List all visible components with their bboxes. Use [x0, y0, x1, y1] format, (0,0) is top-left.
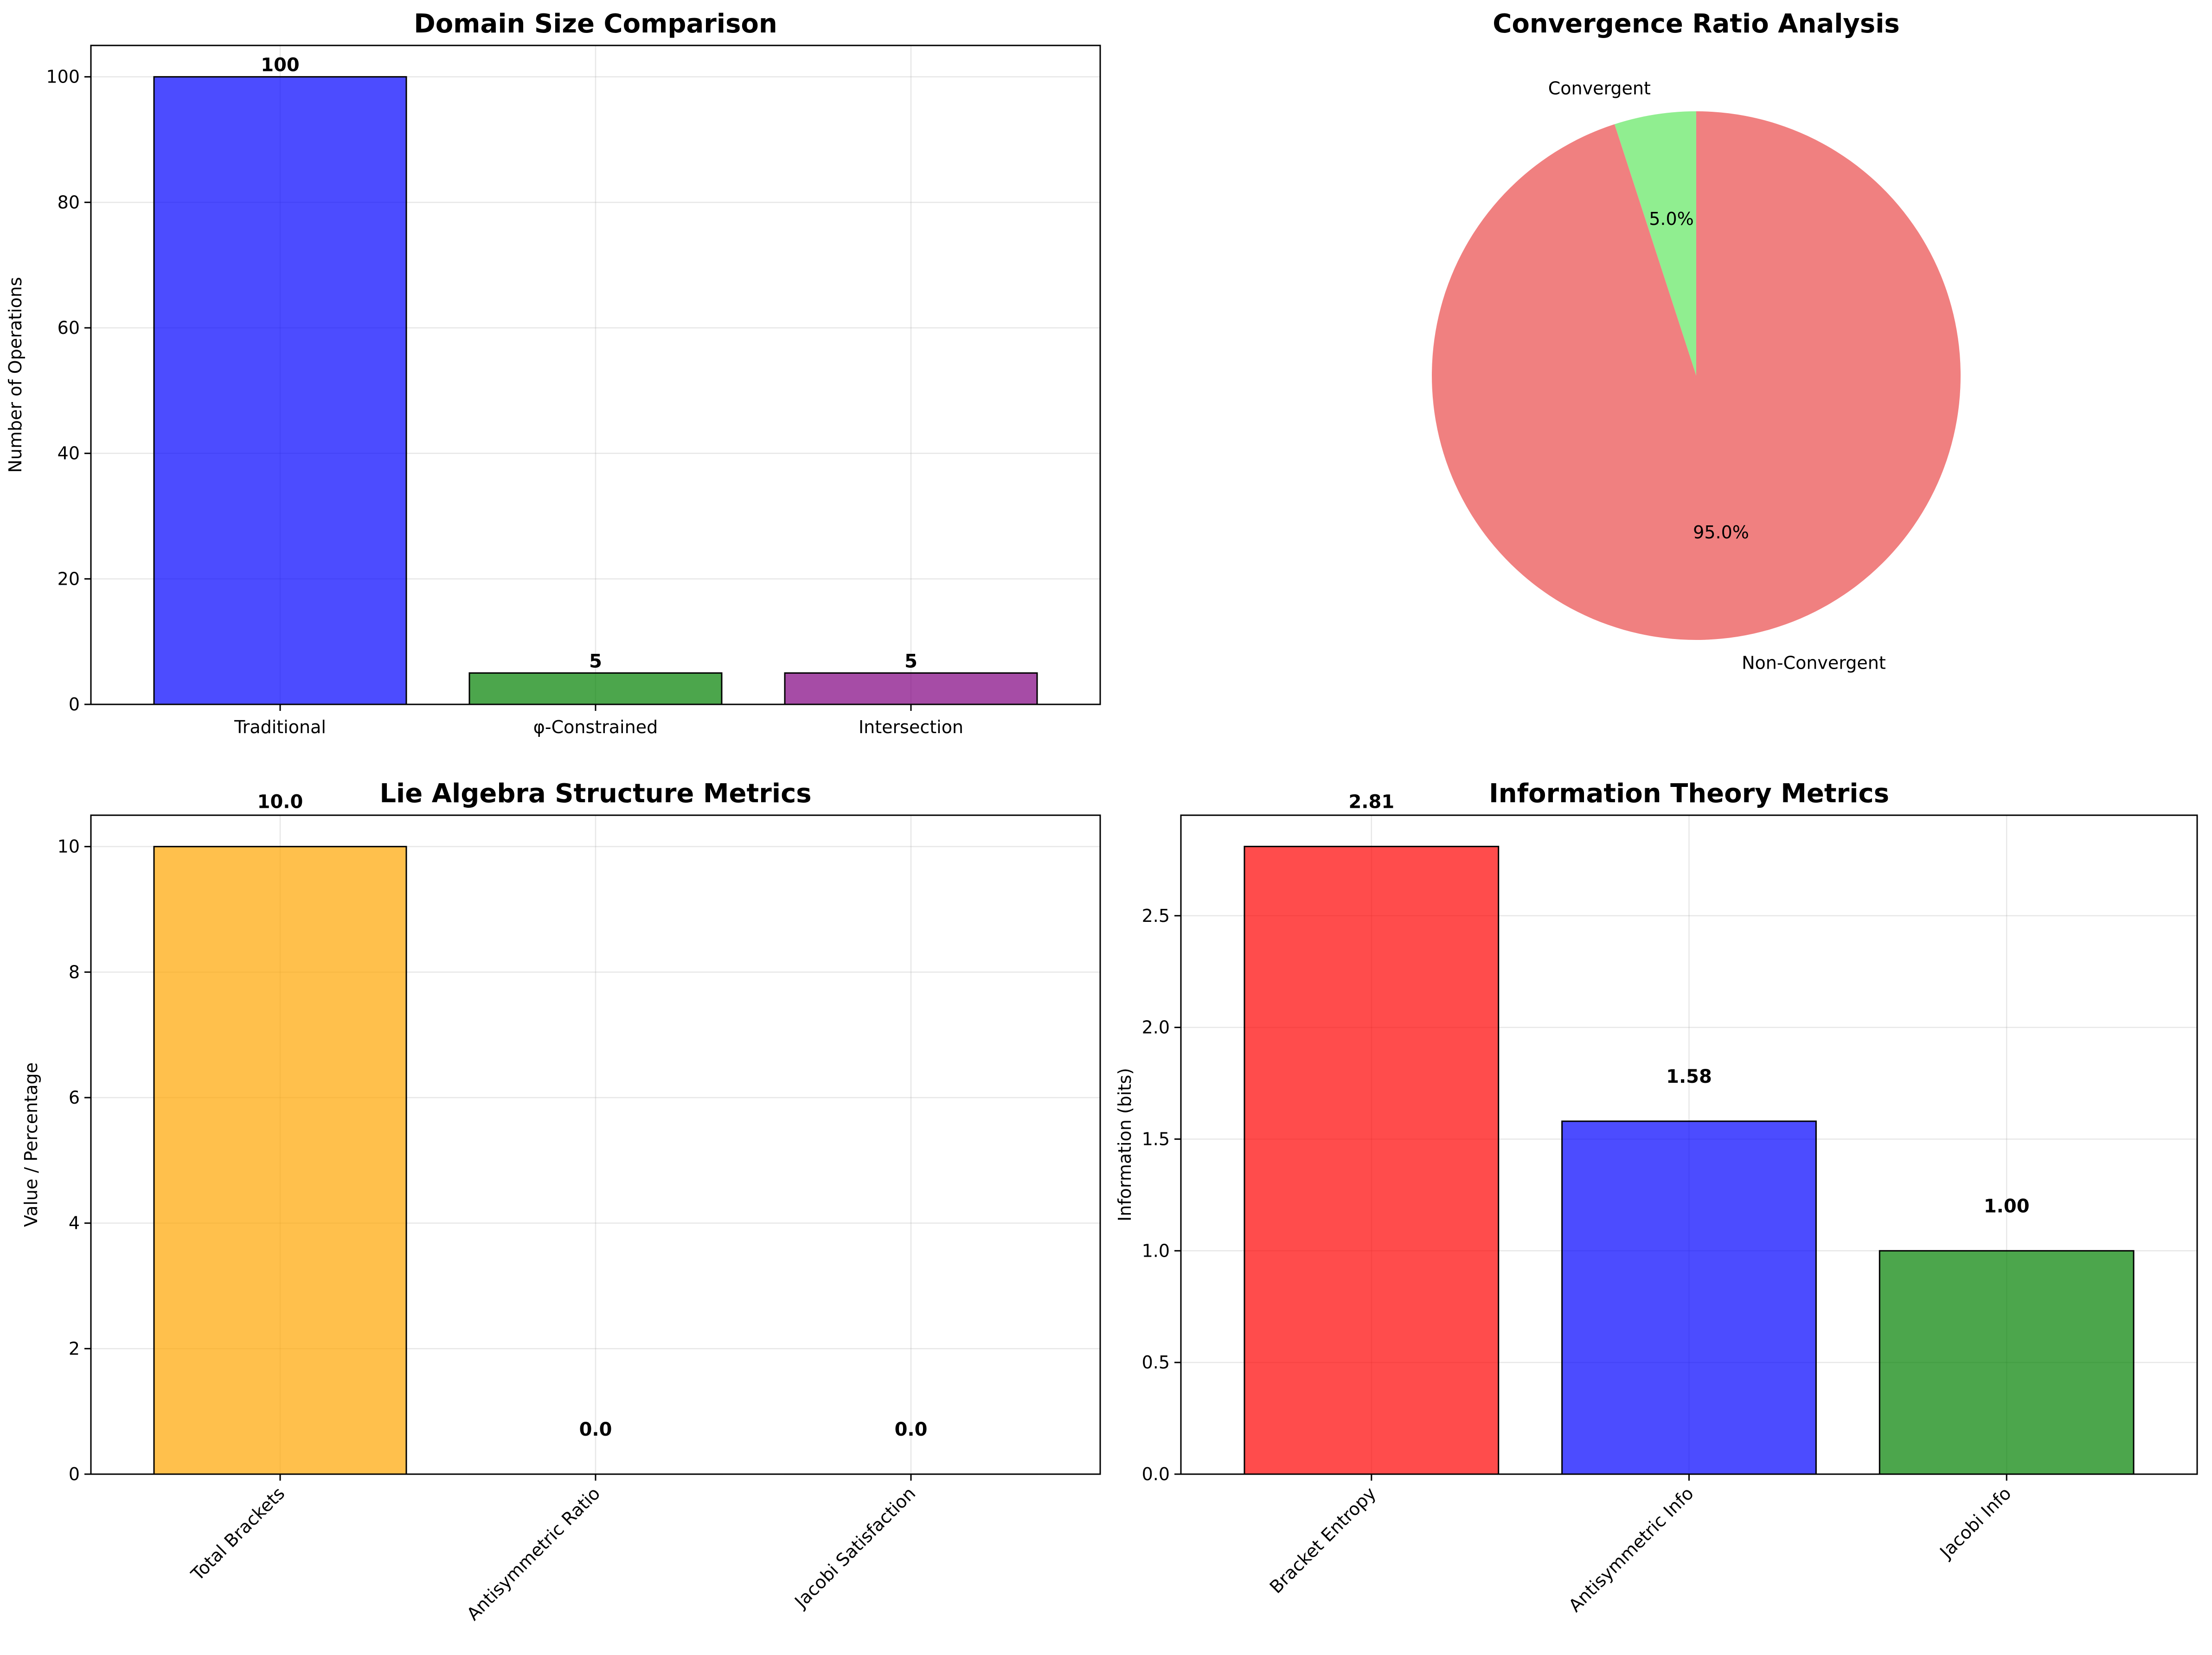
chart4-value-label-antisymmetric-info: 1.58	[1666, 1066, 1712, 1087]
chart4-title: Information Theory Metrics	[1489, 779, 1889, 809]
chart3-xtick-label-jacobi-satisfaction: Jacobi Satisfaction	[790, 1483, 919, 1612]
chart2-slice-pct-non-convergent: 95.0%	[1693, 522, 1749, 543]
chart2-slice-non-convergent	[1431, 111, 1961, 640]
chart1-bar-constrained	[468, 672, 723, 705]
chart1-ytick-label-5: 100	[46, 67, 80, 87]
chart4-xtick-label-bracket-entropy: Bracket Entropy	[1266, 1483, 1380, 1597]
chart3-ytick-label-3: 6	[69, 1087, 80, 1108]
chart4-ytick-label-5: 2.5	[1142, 906, 1170, 926]
chart3-title: Lie Algebra Structure Metrics	[379, 779, 811, 809]
chart3-xtick-label-antisymmetric-ratio: Antisymmetric Ratio	[463, 1483, 604, 1624]
chart1-value-label-traditional: 100	[261, 55, 300, 76]
chart3-ytick-label-5: 10	[58, 837, 80, 857]
chart4-y-axis-label: Information (bits)	[1115, 1068, 1135, 1221]
chart3-value-label-total-brackets: 10.0	[257, 792, 303, 813]
chart3-bar-total-brackets	[153, 846, 407, 1475]
chart1-bar-traditional	[153, 76, 407, 705]
chart1-xtick-label-constrained: φ-Constrained	[533, 717, 658, 737]
chart2-slice-label-convergent: Convergent	[1548, 78, 1651, 99]
chart1-value-label-intersection: 5	[904, 651, 917, 672]
chart2-slice-pct-convergent: 5.0%	[1649, 209, 1694, 229]
chart4-value-label-jacobi-info: 1.00	[1984, 1195, 2030, 1217]
chart3-value-label-antisymmetric-ratio: 0.0	[579, 1419, 612, 1440]
chart4-ytick-label-0: 0.0	[1142, 1464, 1170, 1484]
chart3-ytick-label-4: 8	[69, 962, 80, 982]
chart2-title: Convergence Ratio Analysis	[1493, 9, 1900, 39]
chart2-slice-convergent	[1614, 111, 1696, 376]
chart4-bar-jacobi-info	[1879, 1250, 2135, 1475]
chart3-y-axis-label: Value / Percentage	[21, 1062, 41, 1227]
chart3-ytick-label-0: 0	[69, 1464, 80, 1484]
chart1-xtick-label-intersection: Intersection	[859, 717, 963, 737]
chart1-y-axis-label: Number of Operations	[5, 277, 26, 473]
chart1-value-label-constrained: 5	[589, 651, 602, 672]
chart4-ytick-label-1: 0.5	[1142, 1352, 1170, 1373]
convergence-pie-chart: Convergent 5.0% Non-Convergent 95.0% Converg…	[1431, 9, 1961, 673]
chart2-slice-label-non-convergent: Non-Convergent	[1742, 652, 1886, 673]
chart4-xtick-label-antisymmetric-info: Antisymmetric Info	[1564, 1483, 1698, 1616]
domain-size-bar-chart: 100 5 5 0 20 40 60 80 100 Traditional φ-Constraine…	[5, 9, 1101, 737]
chart3-xtick-label-total-brackets: Total Brackets	[187, 1483, 289, 1585]
chart1-ytick-label-1: 20	[58, 569, 80, 589]
chart4-value-label-bracket-entropy: 2.81	[1348, 791, 1394, 812]
chart1-ytick-label-0: 0	[69, 694, 80, 715]
chart4-bar-antisymmetric-info	[1561, 1120, 1817, 1475]
chart4-ytick-label-3: 1.5	[1142, 1129, 1170, 1149]
chart1-title: Domain Size Comparison	[414, 9, 777, 39]
chart1-ytick-label-4: 80	[58, 192, 80, 212]
chart3-ytick-label-2: 4	[69, 1213, 80, 1233]
chart4-xtick-label-jacobi-info: Jacobi Info	[1936, 1483, 2015, 1563]
chart3-ytick-label-1: 2	[69, 1338, 80, 1359]
chart1-xtick-label-traditional: Traditional	[234, 717, 326, 737]
chart4-bar-bracket-entropy	[1244, 845, 1500, 1475]
chart4-ytick-label-2: 1.0	[1142, 1240, 1170, 1261]
chart1-bar-intersection	[784, 672, 1038, 705]
lie-algebra-bar-chart: 10.0 0.0 0.0 0 2 4 6 8 10 Total Brackets Antisymme…	[21, 779, 1101, 1624]
chart1-ytick-label-3: 60	[58, 318, 80, 338]
chart4-ytick-label-4: 2.0	[1142, 1017, 1170, 1038]
chart1-ytick-label-2: 40	[58, 443, 80, 464]
chart3-value-label-jacobi-satisfaction: 0.0	[895, 1419, 928, 1440]
information-theory-bar-chart: 2.81 1.58 1.00 0.0 0.5 1.0 1.5 2.0 2.5 Bracket En…	[1115, 779, 2198, 1616]
